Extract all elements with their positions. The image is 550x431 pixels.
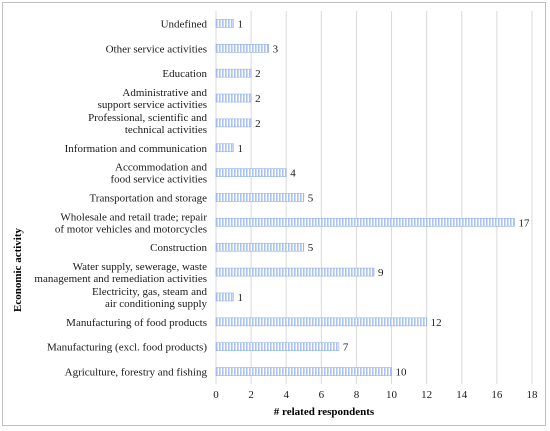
category-label: Manufacturing of food products [66, 317, 207, 329]
category-label-line: Administrative and [122, 87, 207, 99]
chart-frame [2, 2, 546, 426]
bar [215, 242, 305, 252]
category-label-line: Transportation and storage [89, 193, 207, 205]
category-label-line: Manufacturing of food products [66, 317, 207, 329]
bar [215, 93, 252, 103]
category-label-line: Wholesale and retail trade; repair [60, 211, 207, 223]
x-tick-label: 16 [491, 389, 503, 401]
data-label: 9 [378, 267, 384, 279]
data-label: 12 [431, 317, 442, 329]
category-label: Wholesale and retail trade; repair of mot… [55, 211, 207, 235]
x-tick-label: 12 [421, 389, 432, 401]
category-label-line: Construction [150, 242, 207, 254]
category-label-line: Agriculture, forestry and fishing [65, 367, 208, 379]
x-tick-label: 18 [527, 389, 539, 401]
category-label: Accommodation and food service activities [110, 162, 207, 186]
category-label: Construction [150, 242, 207, 254]
category-label-line: Manufacturing (excl. food products) [47, 342, 207, 354]
bar [215, 168, 287, 177]
x-tick-label: 0 [213, 389, 219, 401]
bar [215, 68, 252, 78]
bars [215, 19, 515, 376]
data-label: 2 [255, 93, 261, 105]
category-label: Water supply, sewerage, waste management … [34, 261, 207, 285]
category-label: Professional, scientific and technical ac… [88, 112, 207, 136]
category-label-line: Information and communication [65, 143, 208, 155]
category-label-line: air conditioning supply [105, 298, 208, 310]
data-label: 1 [238, 143, 244, 155]
bar [215, 43, 269, 53]
category-label: Electricity, gas, steam and air condition… [92, 286, 208, 310]
category-label-line: management and remediation activities [34, 273, 207, 285]
bar [215, 143, 234, 153]
data-label: 2 [255, 68, 261, 80]
category-labels: Undefined Other service activities Educati… [34, 18, 207, 378]
bar [215, 367, 392, 376]
data-label: 1 [238, 18, 244, 30]
bar [215, 193, 305, 202]
data-label: 2 [255, 118, 261, 130]
data-label: 5 [308, 193, 314, 205]
x-tick-label: 2 [248, 389, 254, 401]
data-label: 3 [273, 43, 279, 55]
data-labels: 1 3 2 2 2 1 4 5 17 5 9 1 12 7 10 [238, 18, 530, 378]
data-label: 1 [238, 292, 244, 304]
category-label-line: support service activities [98, 99, 207, 111]
category-label: Education [162, 68, 207, 80]
y-axis-title: Economic activity [12, 227, 24, 312]
category-label: Undefined [161, 18, 208, 30]
x-tick-label: 8 [354, 389, 360, 401]
category-label-line: Professional, scientific and [88, 112, 207, 124]
x-tick-label: 4 [283, 389, 289, 401]
category-label-line: Accommodation and [115, 162, 207, 174]
category-label: Administrative and support service activi… [98, 87, 208, 111]
data-label: 17 [518, 217, 530, 229]
x-axis-title: # related respondents [274, 406, 375, 418]
bar [215, 317, 427, 327]
data-label: 4 [290, 168, 296, 180]
x-tick-label: 10 [386, 389, 398, 401]
bar [215, 342, 340, 352]
category-label: Agriculture, forestry and fishing [65, 367, 208, 379]
bar [215, 19, 234, 28]
x-tick-label: 14 [456, 389, 468, 401]
bar [215, 118, 252, 128]
category-label-line: Electricity, gas, steam and [92, 286, 208, 298]
category-label: Manufacturing (excl. food products) [47, 342, 207, 354]
category-label-line: technical activities [125, 124, 207, 136]
x-tick-labels: 0 2 4 6 8 10 12 14 16 18 [213, 389, 538, 401]
category-label-line: Undefined [161, 18, 208, 30]
data-label: 10 [396, 367, 408, 379]
category-label-line: food service activities [110, 174, 207, 186]
x-tick-label: 6 [319, 389, 325, 401]
bar [215, 292, 234, 302]
category-label: Transportation and storage [89, 193, 207, 205]
category-label-line: of motor vehicles and motorcycles [55, 223, 207, 235]
data-label: 5 [308, 242, 314, 254]
category-label: Other service activities [106, 43, 207, 55]
category-label-line: Other service activities [106, 43, 207, 55]
bar [215, 267, 375, 277]
data-label: 7 [343, 342, 349, 354]
category-label-line: Education [162, 68, 207, 80]
bar [215, 218, 515, 227]
category-label-line: Water supply, sewerage, waste [73, 261, 207, 273]
category-label: Information and communication [65, 143, 208, 155]
